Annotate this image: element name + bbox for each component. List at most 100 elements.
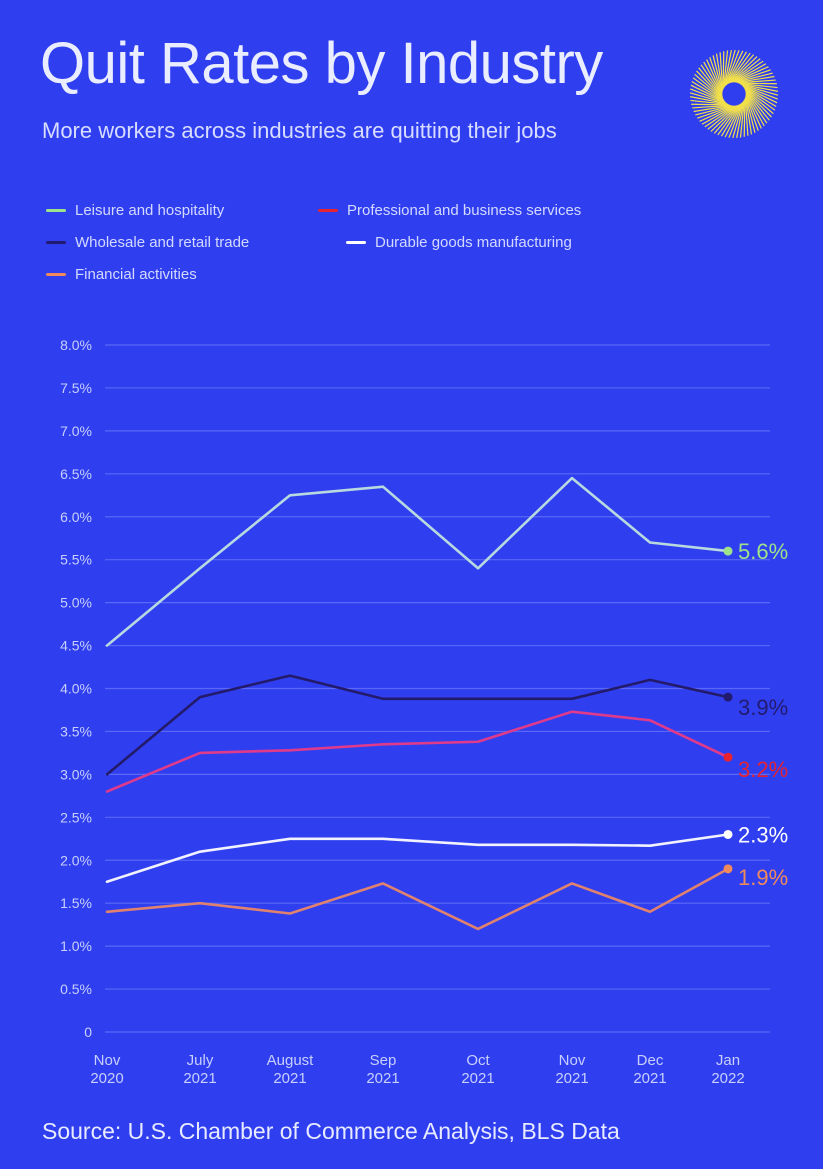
logo-ray — [691, 103, 729, 106]
logo-ray — [724, 50, 740, 86]
logo-ray — [709, 57, 723, 94]
logo-ray — [710, 104, 739, 132]
series-end-label: 3.9% — [738, 695, 788, 720]
legend-item-professional: Professional and business services — [318, 202, 581, 219]
logo-ray — [717, 104, 741, 136]
x-tick-label: August 2021 — [267, 1052, 315, 1087]
x-tick-label: Oct 2021 — [461, 1052, 494, 1087]
logo-ray — [699, 105, 735, 122]
y-tick-label: 1.5% — [60, 895, 92, 911]
logo-ray — [745, 95, 756, 133]
logo-ray — [730, 58, 761, 83]
y-tick-label: 7.0% — [60, 423, 92, 439]
logo-ray — [706, 59, 723, 95]
logo-ray — [739, 82, 777, 85]
y-tick-label: 3.5% — [60, 723, 92, 739]
logo-ray — [726, 51, 748, 85]
y-tick-label: 3.0% — [60, 766, 92, 782]
series-line — [105, 476, 730, 647]
logo-ray — [690, 84, 726, 103]
logo-ray — [745, 93, 762, 129]
logo-ray — [723, 49, 732, 88]
chart-title: Quit Rates by Industry — [40, 31, 603, 96]
chart-subtitle: More workers across industries are quitt… — [42, 118, 557, 143]
logo-ray — [719, 52, 724, 90]
logo-ray — [745, 94, 759, 131]
y-tick-label: 4.5% — [60, 638, 92, 654]
logo-ray — [745, 90, 770, 121]
logo-ray — [701, 105, 736, 125]
logo-ray — [744, 88, 774, 115]
logo-ray — [715, 53, 724, 91]
logo-ray — [725, 50, 744, 86]
logo-ray — [691, 80, 725, 102]
logo-ray — [738, 79, 776, 84]
logo-ray — [745, 91, 768, 124]
x-tick-label: Nov 2021 — [555, 1052, 588, 1087]
logo-ray — [698, 67, 723, 98]
line-chart: 0 0.5% 1.0% 1.5% 2.0% 2.5% 3.0% 3.5% 4.0% 4.5% 5.0… — [60, 337, 788, 1087]
series-line — [105, 710, 730, 793]
legend-item-leisure: Leisure and hospitality — [46, 202, 224, 219]
logo-ray — [690, 88, 726, 104]
legend-label: Leisure and hospitality — [75, 202, 225, 219]
logo-ray — [737, 75, 775, 84]
series-end-label: 2.3% — [738, 822, 788, 847]
y-tick-label: 5.5% — [60, 552, 92, 568]
series-end-marker — [723, 864, 733, 874]
series-end-marker — [723, 829, 733, 839]
logo-ray — [693, 104, 731, 113]
logo-ray — [742, 85, 778, 104]
logo-ray — [722, 51, 725, 89]
logo-ray — [707, 105, 738, 130]
logo-ray — [742, 84, 778, 100]
logo-ray — [732, 101, 744, 139]
logo-ray — [744, 98, 749, 136]
logo-ray — [724, 49, 736, 87]
x-tick-label: Jan 2022 — [711, 1052, 744, 1087]
logo-ray — [743, 99, 746, 137]
y-tick-label: 6.0% — [60, 509, 92, 525]
logo-ray — [712, 55, 723, 93]
logo-ray — [744, 89, 772, 118]
logo-ray — [741, 84, 779, 96]
source-note: Source: U.S. Chamber of Commerce Analysi… — [42, 1118, 620, 1144]
logo-ray — [689, 96, 728, 105]
logo-ray — [731, 60, 764, 83]
series-end-marker — [723, 752, 733, 762]
logo-ray — [695, 105, 733, 116]
logo-ray — [720, 103, 742, 137]
legend-label: Durable goods manufacturing — [375, 234, 572, 251]
logo-ray — [689, 92, 727, 104]
logo-ray — [739, 83, 778, 89]
logo-ray — [724, 102, 743, 138]
logo-ray — [723, 50, 729, 89]
series-end-marker — [723, 692, 733, 702]
logo-ray — [732, 63, 767, 83]
series-end-label: 5.6% — [738, 539, 788, 564]
circular-swirl-logo-icon — [689, 49, 779, 139]
y-tick-label: 4.0% — [60, 681, 92, 697]
x-tick-label: Nov 2020 — [90, 1052, 123, 1087]
y-tick-label: 6.5% — [60, 466, 92, 482]
legend-label: Professional and business services — [347, 202, 582, 219]
logo-ray — [694, 73, 724, 100]
logo-ray — [744, 97, 753, 135]
logo-ray — [728, 54, 755, 84]
logo-ray — [727, 52, 751, 84]
y-tick-label: 0.5% — [60, 981, 92, 997]
series-line — [105, 833, 730, 884]
legend-item-durable: Durable goods manufacturing — [346, 234, 572, 251]
y-tick-label: 5.0% — [60, 595, 92, 611]
series-line — [105, 674, 730, 776]
y-tick-label: 0 — [84, 1024, 92, 1040]
x-tick-label: Sep 2021 — [366, 1052, 399, 1087]
x-tick-label: Dec 2021 — [633, 1052, 666, 1087]
logo-ray — [735, 72, 773, 83]
series-end-label: 3.2% — [738, 757, 788, 782]
logo-ray — [703, 61, 723, 96]
y-tick-label: 1.0% — [60, 938, 92, 954]
logo-ray — [704, 105, 737, 128]
logo-ray — [733, 66, 769, 83]
logo-ray — [740, 83, 779, 92]
